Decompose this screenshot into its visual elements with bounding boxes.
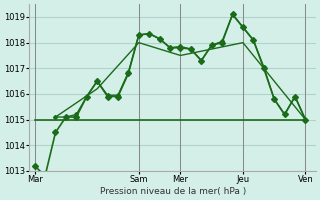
X-axis label: Pression niveau de la mer( hPa ): Pression niveau de la mer( hPa ) — [100, 187, 246, 196]
